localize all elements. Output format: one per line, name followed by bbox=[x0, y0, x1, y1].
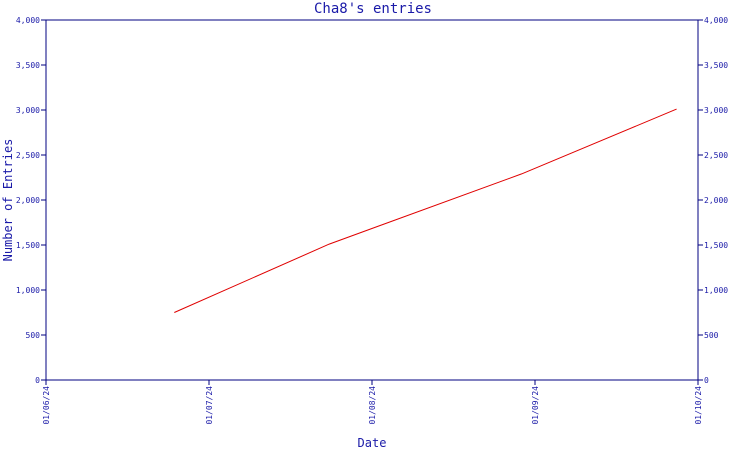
y-tick-label-right: 1,500 bbox=[704, 241, 728, 250]
y-tick-label-right: 3,000 bbox=[704, 106, 728, 115]
x-tick-label: 01/06/24 bbox=[42, 386, 51, 425]
x-tick-label: 01/07/24 bbox=[205, 386, 214, 425]
x-axis: 01/06/24 01/07/24 01/08/24 01/09/24 01/10/24 bbox=[42, 380, 703, 425]
y-tick-label-left: 4,000 bbox=[16, 16, 40, 25]
y-axis-label: Number of Entries bbox=[1, 139, 15, 262]
y-axis-right: 0 500 1,000 1,500 2,000 2,500 3,000 3,500 4,000 bbox=[698, 16, 728, 385]
series-line bbox=[174, 108, 677, 313]
y-tick-label-right: 3,500 bbox=[704, 61, 728, 70]
series-layer bbox=[174, 108, 677, 313]
y-tick-label-left: 3,000 bbox=[16, 106, 40, 115]
y-tick-label-right: 500 bbox=[704, 331, 719, 340]
y-axis-left: 0 500 1,000 1,500 2,000 2,500 3,000 3,500 4,000 bbox=[16, 16, 46, 385]
y-tick-label-left: 1,000 bbox=[16, 286, 40, 295]
y-tick-label-right: 1,000 bbox=[704, 286, 728, 295]
y-tick-label-right: 4,000 bbox=[704, 16, 728, 25]
x-tick-label: 01/09/24 bbox=[531, 386, 540, 425]
y-tick-label-left: 500 bbox=[26, 331, 41, 340]
y-tick-label-left: 1,500 bbox=[16, 241, 40, 250]
x-tick-label: 01/08/24 bbox=[368, 386, 377, 425]
y-tick-label-left: 2,500 bbox=[16, 151, 40, 160]
y-tick-label-right: 0 bbox=[704, 376, 709, 385]
y-tick-label-left: 3,500 bbox=[16, 61, 40, 70]
x-axis-label: Date bbox=[358, 436, 387, 450]
plot-area-frame bbox=[45, 19, 699, 381]
x-tick-label: 01/10/24 bbox=[694, 386, 703, 425]
y-tick-label-right: 2,000 bbox=[704, 196, 728, 205]
y-tick-label-left: 0 bbox=[35, 376, 40, 385]
y-tick-label-right: 2,500 bbox=[704, 151, 728, 160]
y-tick-label-left: 2,000 bbox=[16, 196, 40, 205]
chart-title: Cha8's entries bbox=[314, 1, 432, 17]
